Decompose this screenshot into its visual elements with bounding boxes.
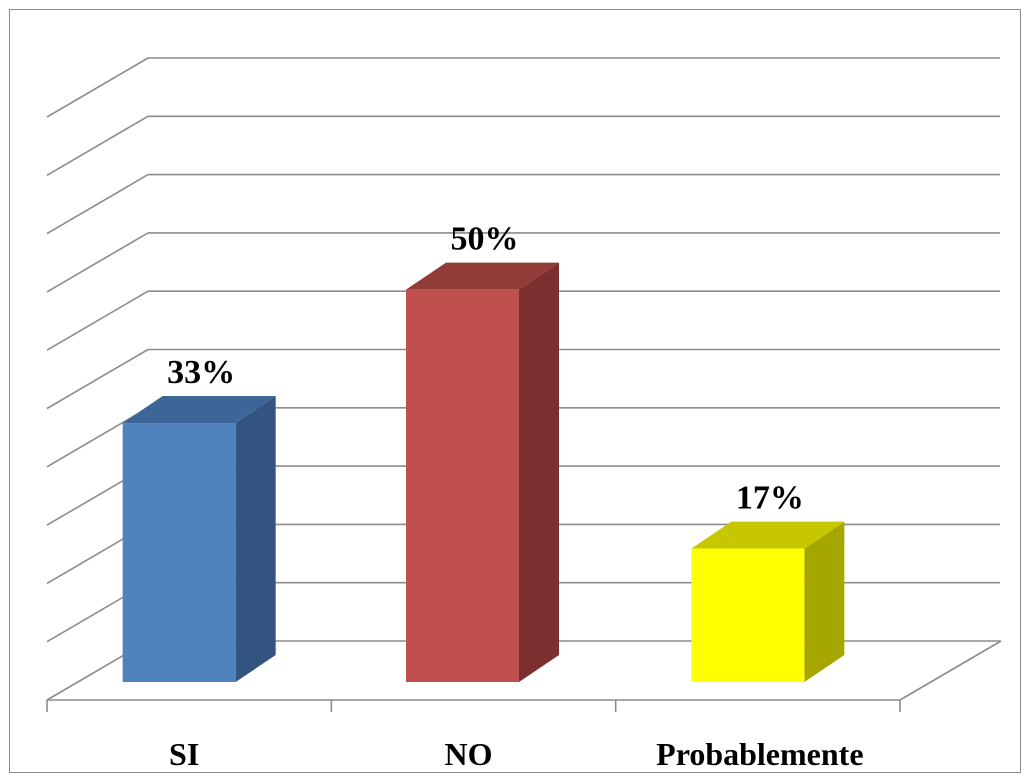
category-label: NO: [445, 736, 493, 772]
floor-edge: [899, 640, 1002, 701]
bar-side: [804, 521, 845, 682]
gridline-diagonal: [46, 348, 149, 410]
bar-front: [406, 289, 519, 682]
bar-side: [519, 262, 559, 682]
category-label: SI: [169, 736, 199, 772]
gridline-diagonal: [46, 290, 149, 351]
value-label: 17%: [736, 480, 804, 517]
bar-side: [235, 396, 276, 682]
bar-top: [691, 521, 845, 549]
bar-top: [122, 396, 276, 424]
value-labels: 33% 50% 17%: [167, 221, 804, 517]
gridline-diagonal: [46, 173, 149, 235]
bar-top: [406, 262, 559, 290]
bar: [122, 396, 276, 682]
category-labels: SI NO Probablemente: [169, 736, 863, 772]
bar: [691, 521, 845, 682]
bar-chart: 33% 50% 17% SI NO Probablemente: [46, 57, 1002, 772]
gridline-diagonal: [46, 57, 149, 118]
bar-front: [122, 423, 236, 682]
bar: [406, 262, 559, 682]
chart-frame: 33% 50% 17% SI NO Probablemente: [9, 9, 1021, 773]
gridline-diagonal: [46, 232, 149, 293]
gridline-diagonal: [46, 115, 149, 176]
grid-layer: [46, 57, 1000, 701]
x-axis: [46, 640, 1002, 712]
value-label: 50%: [451, 221, 519, 258]
category-label: Probablemente: [656, 736, 863, 772]
bars-layer: [122, 262, 845, 682]
bar-front: [691, 548, 805, 682]
value-label: 33%: [167, 354, 235, 391]
